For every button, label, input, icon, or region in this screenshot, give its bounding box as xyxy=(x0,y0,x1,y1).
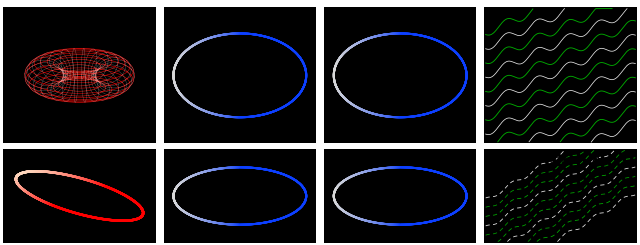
Text: Uncommon $S_1$: Uncommon $S_1$ xyxy=(520,153,601,167)
Text: Common $S_2$: Common $S_2$ xyxy=(367,153,434,167)
Text: Common $S_1$: Common $S_1$ xyxy=(206,153,273,167)
Text: Uncommon $S_1$: Uncommon $S_1$ xyxy=(39,153,120,167)
